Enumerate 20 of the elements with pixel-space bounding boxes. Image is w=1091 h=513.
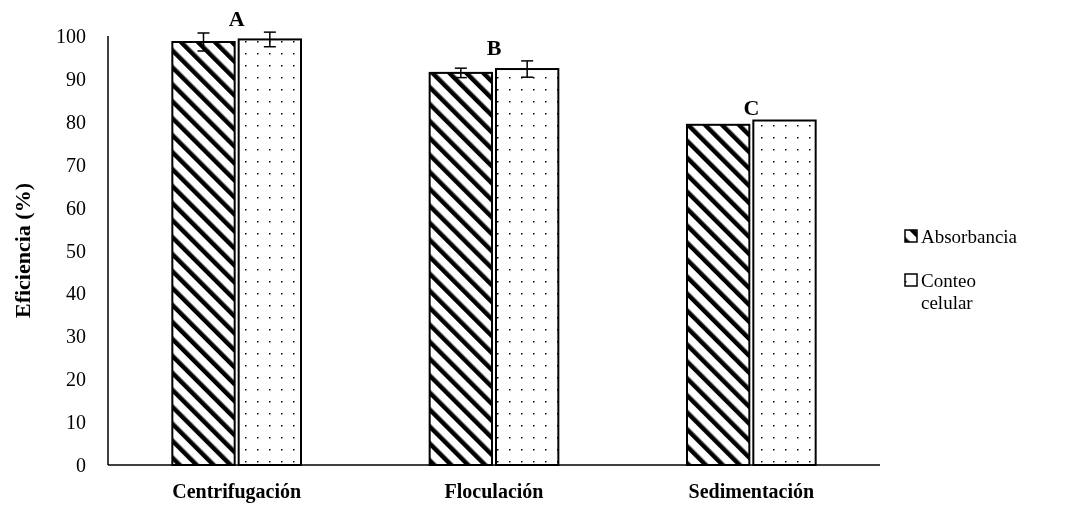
y-tick-label: 30 [66,325,86,348]
legend-label: Conteo celular [921,269,976,313]
y-tick-label: 0 [76,454,86,476]
x-tick-label: Sedimentación [688,480,815,502]
legend-label: Absorbancia [921,225,1018,247]
annotation: C [743,94,760,120]
y-tick-label: 80 [66,110,86,133]
annotation: B [486,34,502,60]
y-tick-label: 90 [66,67,86,90]
y-tick-label: 100 [56,25,86,47]
y-tick-label: 10 [66,411,86,434]
x-tick-label: Centrifugación [172,480,302,503]
text: A [228,6,245,32]
y-tick-label: 50 [66,239,86,262]
x-tick-label: Floculación [444,480,544,502]
y-tick-label: 70 [66,153,86,176]
y-tick-label: 20 [66,368,86,391]
y-tick-label: 60 [66,196,86,219]
y-axis-title: Eficiencia (%) [10,182,35,319]
y-tick-label: 40 [66,282,86,305]
